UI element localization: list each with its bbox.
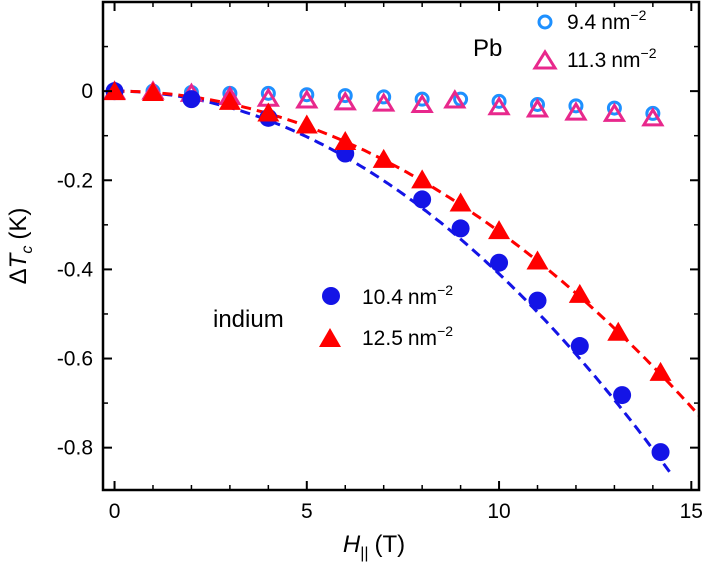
data-point [413,190,432,209]
data-point [490,253,509,272]
data-point [564,101,588,121]
y-tick-label: -0.8 [57,437,93,460]
data-point [218,90,241,110]
y-tick-label: -0.6 [57,348,93,371]
fit-line [114,89,674,477]
y-axis-title: ΔTc(K) [5,208,36,285]
x-tick-label: 10 [487,500,510,523]
data-point [103,81,126,101]
data-point [649,361,672,381]
data-point [651,443,670,462]
data-point [141,82,164,102]
legend-marker-indium-12-5 [319,328,341,347]
data-point [602,102,627,122]
data-point [453,91,469,107]
legend-label-pb-11-3: 11.3 nm−2 [567,45,657,72]
x-tick-label: 15 [680,500,703,523]
fit-lines [114,89,701,477]
data-point [333,90,357,111]
data-point [182,90,201,109]
legend-label-indium-12-5: 12.5 nm−2 [362,323,453,350]
data-point [487,95,511,116]
data-point [295,114,318,134]
data-point [334,131,357,151]
plot-frame [101,0,701,492]
data-point [414,91,430,107]
group-label-indium: indium [213,306,284,333]
legend-marker-pb-11-3 [532,49,558,70]
data-point [568,98,584,114]
legend-marker-pb-9-4 [537,14,553,30]
data-point [451,219,470,238]
data-point [376,89,392,105]
data-point [257,102,280,122]
data-point [525,98,550,118]
legend-marker-indium-10-4 [322,287,340,305]
data-point [491,93,507,109]
data-point [337,88,353,104]
data-point [568,283,591,303]
data-point [528,291,547,310]
data-point [570,337,589,356]
data-point [526,250,549,270]
data-point [295,89,319,109]
data-point [443,89,467,109]
y-axis: 0 -0.2 -0.4 -0.6 -0.8 [57,45,699,460]
data-point [606,100,622,116]
x-tick-label: 5 [301,500,313,523]
x-axis-title: H|| (T) [343,531,405,562]
x-axis: 0 5 10 15 [109,2,703,523]
data-point [449,192,472,212]
data-point [641,106,665,127]
legend-label-indium-10-4: 10.4 nm−2 [362,282,453,309]
y-tick-label: -0.2 [57,169,93,192]
y-tick-label: 0 [81,80,93,103]
data-point [607,321,630,341]
data-point [299,87,315,103]
data-point [613,386,632,405]
data-point [410,93,434,114]
legend-label-pb-9-4: 9.4 nm−2 [567,7,647,34]
data-markers [102,80,672,462]
data-point [411,169,434,189]
group-label-pb: Pb [473,35,502,62]
y-tick-label: -0.4 [57,258,94,281]
fit-line [114,89,701,417]
data-point [488,220,511,240]
data-point [372,148,395,168]
x-tick-label: 0 [109,500,121,523]
data-point [372,92,396,112]
